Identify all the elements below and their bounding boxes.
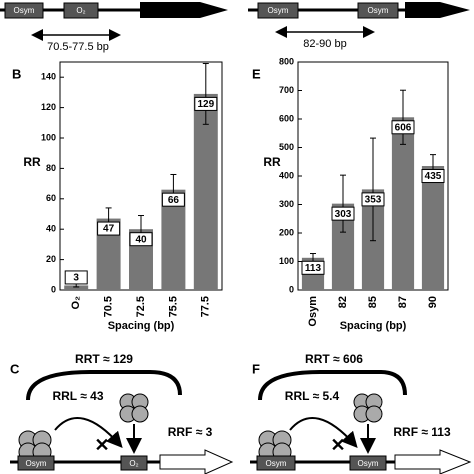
y-axis-label: RR — [23, 155, 41, 169]
x-tick-label: 85 — [367, 296, 379, 308]
panel-label: C — [10, 361, 20, 376]
value-label: 606 — [395, 122, 412, 133]
value-label-box — [391, 120, 415, 135]
bar — [193, 93, 218, 290]
y-tick-label: 20 — [46, 254, 56, 264]
bar — [96, 218, 121, 290]
operator-label: Osym — [268, 6, 289, 15]
block-mark: ✕ — [330, 435, 345, 455]
span-label: 70.5-77.5 bp — [47, 41, 109, 53]
x-tick-label: 70.5 — [103, 296, 115, 317]
diagram-c: C RRT ≈ 129 RRL ≈ 43 RRF ≈ 3 Osym O₂ ✕ — [10, 352, 234, 474]
value-label-box — [421, 169, 445, 184]
rr-free: RRF ≈ 3 — [168, 425, 213, 439]
y-tick-label: 100 — [41, 132, 56, 142]
y-tick-label: 300 — [279, 199, 294, 209]
operator-label: Osym — [368, 6, 389, 15]
span-label: 82-90 bp — [303, 38, 346, 50]
y-tick-label: 100 — [279, 256, 294, 266]
y-tick-label: 0 — [51, 284, 56, 294]
rr-total: RRT ≈ 606 — [305, 352, 363, 366]
operator-label: O₂ — [129, 459, 138, 468]
x-tick-label: Osym — [307, 296, 319, 327]
value-label: 353 — [365, 195, 382, 206]
y-tick-label: 40 — [46, 224, 56, 234]
bar — [331, 203, 355, 290]
panel-label: E — [252, 66, 261, 81]
x-tick-label: 77.5 — [200, 296, 212, 317]
value-label-box — [194, 96, 218, 111]
y-tick-label: 80 — [46, 163, 56, 173]
y-tick-label: 600 — [279, 113, 294, 123]
rr-free: RRF ≈ 113 — [393, 425, 451, 439]
operator-label: Osym — [358, 459, 379, 468]
value-label: 47 — [103, 224, 115, 235]
x-axis-label: Spacing (bp) — [108, 320, 175, 332]
bar — [64, 285, 89, 290]
construct-left: Osym O₂ 70.5-77.5 bp — [0, 2, 228, 53]
value-label-box — [301, 260, 325, 275]
diagram-f: F RRT ≈ 606 RRL ≈ 5.4 RRF ≈ 113 Osym Osy… — [250, 352, 472, 474]
value-label-box — [64, 270, 88, 285]
value-label: 40 — [135, 234, 147, 245]
y-tick-label: 60 — [46, 193, 56, 203]
y-tick-label: 200 — [279, 227, 294, 237]
value-label: 113 — [305, 263, 322, 274]
panel-label: B — [12, 66, 21, 81]
y-tick-label: 140 — [41, 72, 56, 82]
operator-label: O₂ — [76, 6, 85, 15]
value-label: 435 — [425, 171, 442, 182]
y-tick-label: 400 — [279, 170, 294, 180]
value-label-box — [129, 232, 153, 247]
value-label: 66 — [168, 195, 180, 206]
y-tick-label: 800 — [279, 56, 294, 66]
x-tick-label: 72.5 — [135, 296, 147, 317]
bar — [161, 189, 186, 290]
value-label: 303 — [335, 209, 352, 220]
value-label-box — [331, 206, 355, 221]
value-label: 3 — [73, 273, 79, 284]
rr-looping: RRL ≈ 5.4 — [285, 389, 340, 403]
rr-looping: RRL ≈ 43 — [52, 389, 103, 403]
rr-total: RRT ≈ 129 — [75, 352, 133, 366]
bar — [421, 166, 445, 290]
x-tick-label: 87 — [397, 296, 409, 308]
value-label-box — [161, 192, 185, 207]
x-tick-label: 90 — [427, 296, 439, 308]
panel-label: F — [252, 361, 260, 376]
bar — [391, 117, 415, 290]
y-tick-label: 700 — [279, 85, 294, 95]
y-tick-label: 0 — [289, 284, 294, 294]
construct-right: Osym Osym 82-90 bp — [248, 2, 470, 50]
x-tick-label: O₂ — [70, 296, 82, 310]
operator-label: Osym — [26, 459, 47, 468]
x-tick-label: 75.5 — [167, 296, 179, 317]
y-tick-label: 120 — [41, 102, 56, 112]
x-tick-label: 82 — [337, 296, 349, 308]
value-label: 129 — [197, 99, 214, 110]
value-label-box — [361, 192, 385, 207]
x-axis-label: Spacing (bp) — [340, 320, 407, 332]
y-tick-label: 500 — [279, 142, 294, 152]
y-axis-label: RR — [263, 155, 281, 169]
operator-label: Osym — [14, 6, 35, 15]
value-label-box — [97, 221, 121, 236]
operator-label: Osym — [266, 459, 287, 468]
block-mark: ✕ — [94, 435, 109, 455]
